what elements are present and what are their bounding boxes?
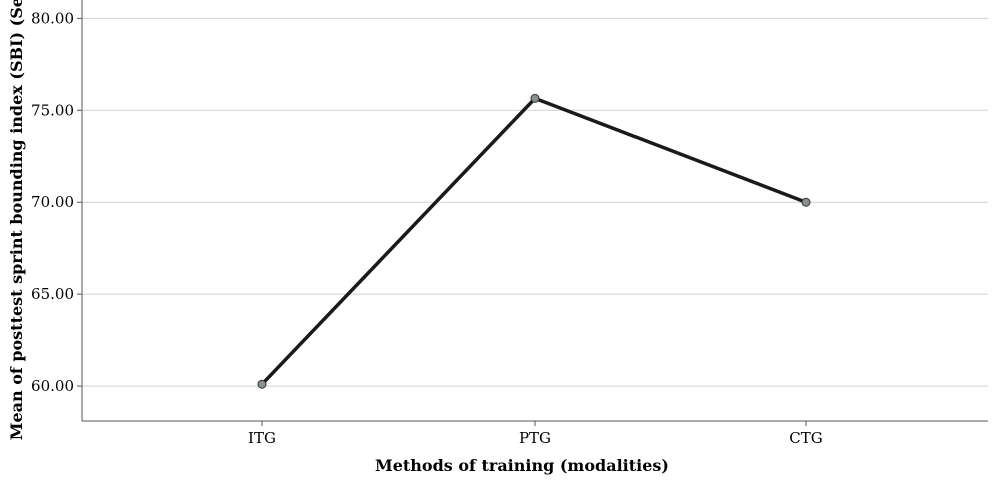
y-axis-title: Mean of posttest sprint bounding index (… (7, 0, 26, 440)
series-line (260, 96, 807, 386)
y-tick-labels: 60.00 65.00 70.00 75.00 80.00 (31, 9, 82, 395)
x-tick-label: CTG (789, 429, 822, 447)
y-tick-label: 80.00 (31, 9, 74, 27)
y-tick-label: 75.00 (31, 101, 74, 119)
data-point (257, 379, 267, 389)
data-point (801, 197, 811, 207)
x-tick-labels: ITG PTG CTG (248, 421, 823, 447)
y-tick-label: 70.00 (31, 193, 74, 211)
x-tick-label: PTG (519, 429, 551, 447)
x-tick-label: ITG (248, 429, 276, 447)
x-axis-title: Methods of training (modalities) (375, 456, 669, 475)
gridlines (82, 17, 988, 387)
series (257, 93, 811, 389)
axes (81, 0, 988, 422)
data-point (530, 93, 540, 103)
y-tick-label: 60.00 (31, 377, 74, 395)
y-tick-label: 65.00 (31, 285, 74, 303)
